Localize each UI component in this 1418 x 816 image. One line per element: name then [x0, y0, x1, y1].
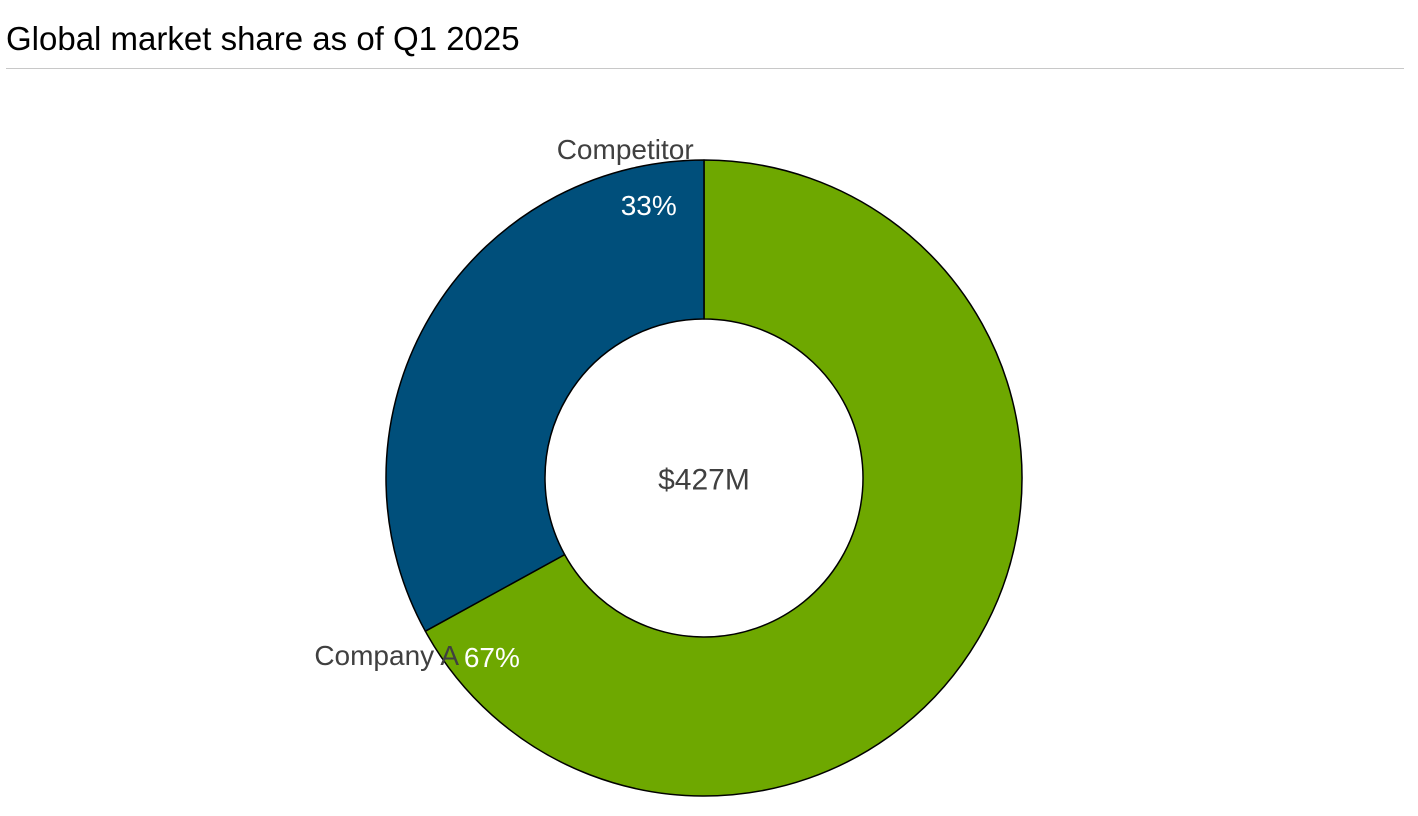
center-total-label: $427M	[658, 464, 750, 497]
title-divider	[6, 68, 1404, 69]
value-label-company-a: 67%	[464, 642, 520, 673]
slice-company-a	[424, 159, 1023, 797]
donut-labels: 67%Company A 33% Competitor	[314, 134, 693, 673]
slice-competitor	[385, 159, 705, 632]
donut-slices	[385, 159, 1023, 797]
chart-title: Global market share as of Q1 2025	[6, 20, 520, 57]
category-label-competitor: Competitor	[557, 134, 694, 165]
value-label-competitor: 33%	[621, 190, 677, 221]
category-label-company-a: Company A	[314, 640, 459, 671]
